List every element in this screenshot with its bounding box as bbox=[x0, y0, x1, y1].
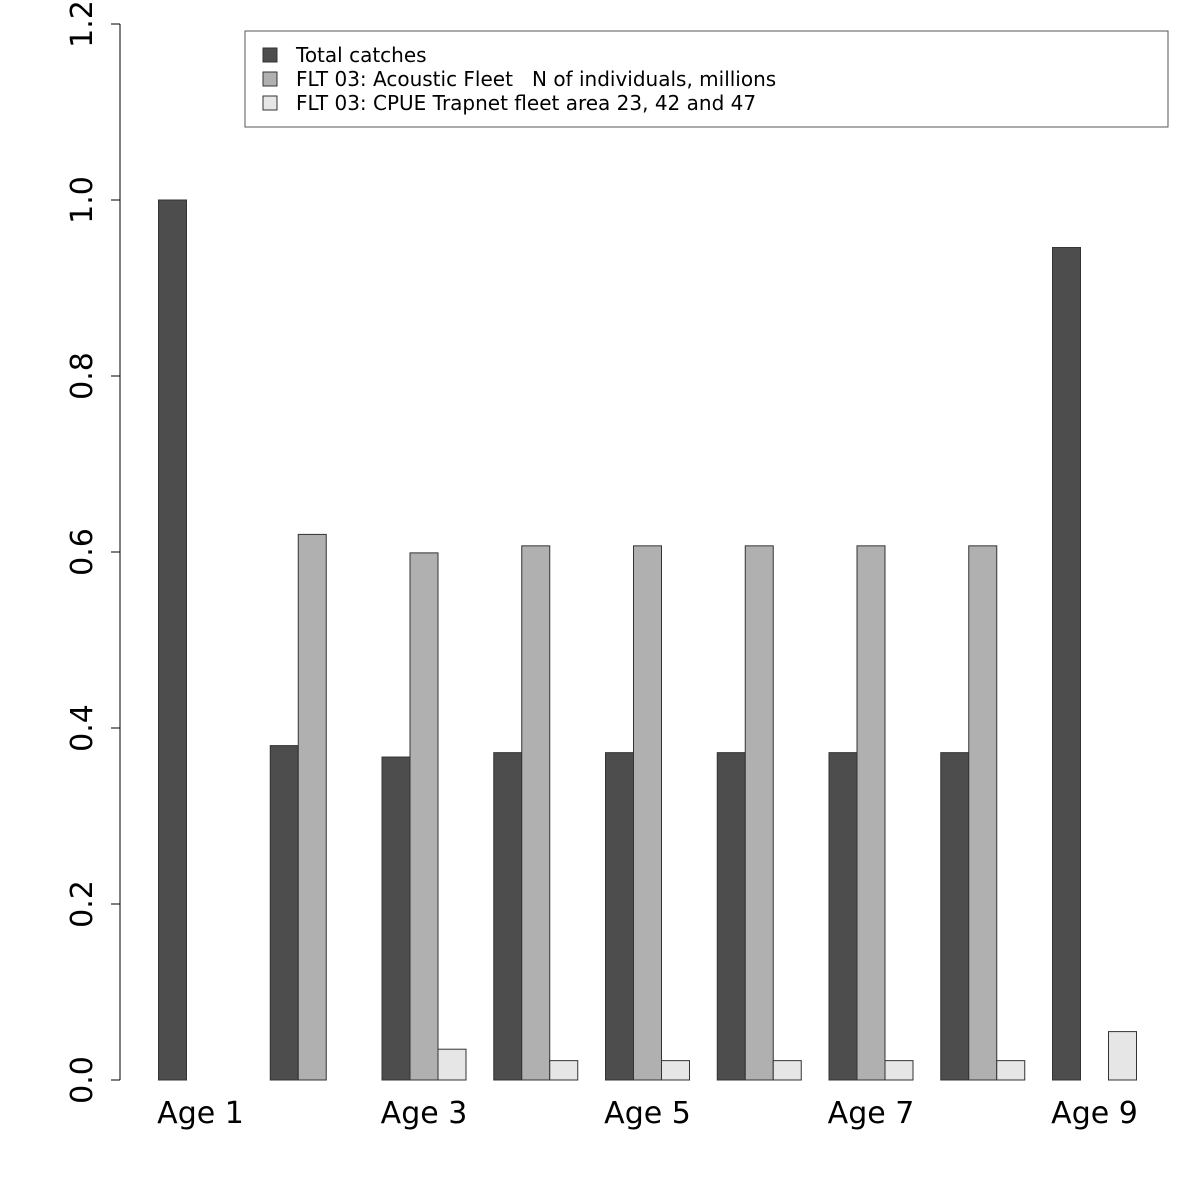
bar-age-6-series-2 bbox=[744, 545, 774, 1081]
y-tick-label: 1.0 bbox=[65, 176, 100, 224]
x-category-label: Age 9 bbox=[1051, 1096, 1138, 1131]
bar-age-4-series-2 bbox=[521, 545, 551, 1081]
x-category-label: Age 1 bbox=[157, 1096, 244, 1131]
bar-age-7-series-2 bbox=[856, 545, 886, 1081]
y-axis: 0.0 0.2 0.4 0.6 0.8 1.0 1.2 bbox=[65, 0, 121, 1104]
bar-age-3-series-2 bbox=[409, 552, 439, 1081]
bars bbox=[158, 199, 1137, 1081]
y-tick-label: 0.4 bbox=[65, 704, 100, 752]
bar-age-4-series-1 bbox=[493, 752, 523, 1081]
bar-age-4-series-3 bbox=[549, 1060, 579, 1081]
bar-age-8-series-1 bbox=[940, 752, 970, 1081]
bar-age-3-series-1 bbox=[381, 756, 411, 1081]
bar-age-8-series-3 bbox=[996, 1060, 1026, 1081]
y-tick-label: 0.8 bbox=[65, 352, 100, 400]
legend-box bbox=[244, 30, 1169, 128]
bar-age-7-series-1 bbox=[828, 752, 858, 1081]
bar-age-2-series-2 bbox=[297, 533, 327, 1081]
bar-age-1-series-1 bbox=[158, 199, 187, 1081]
legend-swatch bbox=[262, 95, 278, 111]
y-tick-label: 1.2 bbox=[65, 0, 100, 48]
bar-age-3-series-3 bbox=[437, 1048, 467, 1081]
x-category-label: Age 3 bbox=[381, 1096, 468, 1131]
bar-age-5-series-1 bbox=[605, 752, 634, 1081]
legend-swatch bbox=[262, 71, 278, 87]
bar-age-6-series-1 bbox=[716, 752, 746, 1081]
x-axis-labels: Age 1 Age 3 Age 5 Age 7 Age 9 bbox=[157, 1096, 1138, 1131]
bar-age-7-series-3 bbox=[884, 1060, 914, 1081]
bar-age-8-series-2 bbox=[968, 545, 998, 1081]
legend-swatch bbox=[262, 47, 278, 63]
y-tick-label: 0.2 bbox=[65, 880, 100, 928]
bar-age-5-series-2 bbox=[633, 545, 662, 1081]
y-tick-label: 0.0 bbox=[65, 1056, 100, 1104]
y-tick-label: 0.6 bbox=[65, 528, 100, 576]
x-category-label: Age 5 bbox=[604, 1096, 691, 1131]
bar-age-6-series-3 bbox=[772, 1060, 802, 1081]
bar-age-5-series-3 bbox=[661, 1060, 690, 1081]
bar-age-9-series-1 bbox=[1052, 247, 1081, 1081]
legend-entry: FLT 03: Acoustic Fleet N of individuals,… bbox=[296, 67, 776, 91]
x-category-label: Age 7 bbox=[828, 1096, 915, 1131]
legend-entry: Total catches bbox=[295, 43, 427, 67]
bar-age-2-series-1 bbox=[269, 745, 299, 1081]
bar-age-9-series-3 bbox=[1108, 1031, 1137, 1081]
legend-entry: FLT 03: CPUE Trapnet fleet area 23, 42 a… bbox=[296, 91, 756, 115]
